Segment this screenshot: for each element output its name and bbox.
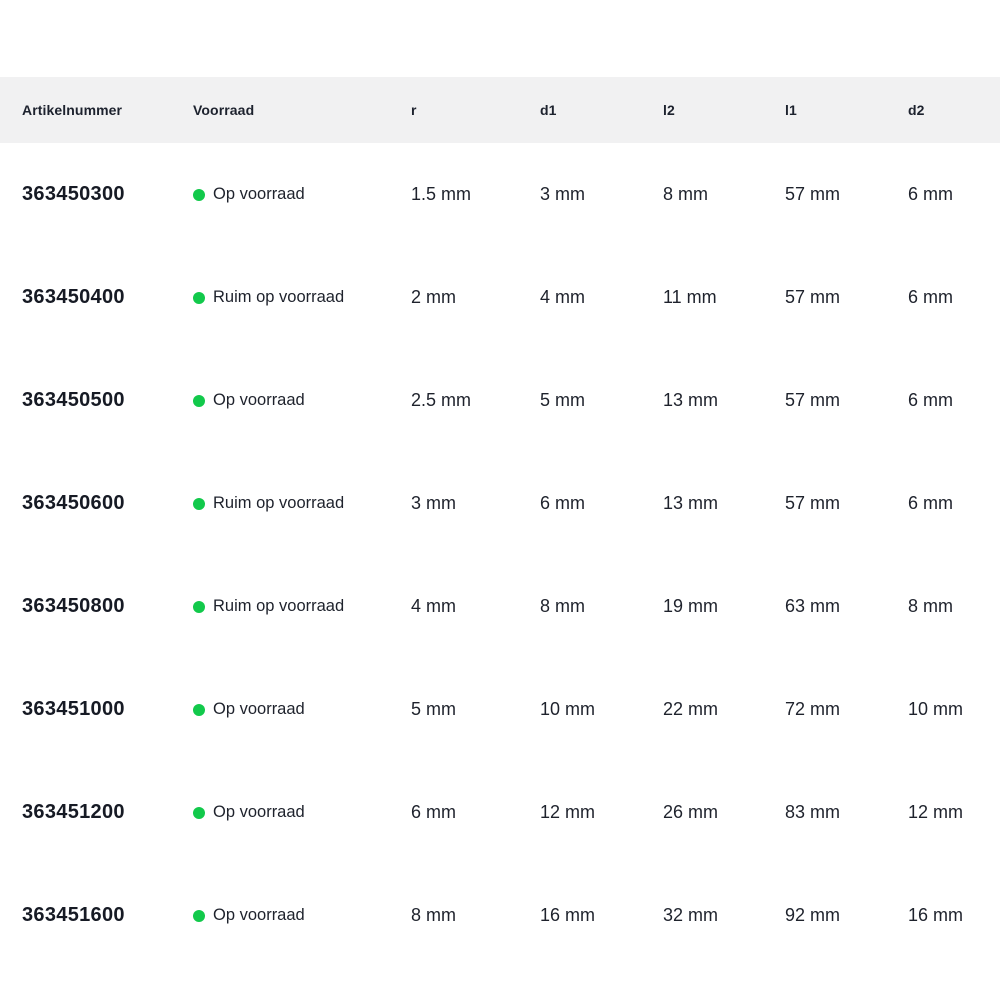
d2-cell: 10 mm	[908, 699, 964, 719]
d1-cell: 5 mm	[540, 390, 585, 410]
voorraad-cell: Op voorraad	[193, 803, 411, 822]
l1-cell: 57 mm	[785, 390, 841, 410]
table-row: 363450500 Op voorraad 2.5 mm 5 mm 13 mm …	[0, 349, 1000, 452]
artikelnummer-cell: 363450300	[22, 183, 125, 205]
in-stock-dot-icon	[193, 600, 205, 613]
l1-cell: 83 mm	[785, 802, 841, 822]
voorraad-label: Op voorraad	[213, 803, 305, 821]
r-cell: 5 mm	[411, 699, 456, 719]
d2-cell: 6 mm	[908, 287, 953, 307]
artikelnummer-cell: 363450600	[22, 492, 125, 514]
product-spec-table: Artikelnummer Voorraad r d1 l2 l1 d2 363…	[0, 77, 1000, 967]
l1-cell: 57 mm	[785, 493, 841, 513]
table-row: 363450300 Op voorraad 1.5 mm 3 mm 8 mm 5…	[0, 143, 1000, 246]
voorraad-cell: Op voorraad	[193, 700, 411, 719]
d1-cell: 4 mm	[540, 287, 585, 307]
artikelnummer-cell: 363451600	[22, 904, 125, 926]
artikelnummer-cell: 363450800	[22, 595, 125, 617]
d2-cell: 8 mm	[908, 596, 953, 616]
in-stock-dot-icon	[193, 188, 205, 201]
d1-cell: 3 mm	[540, 184, 585, 204]
table-row: 363450400 Ruim op voorraad 2 mm 4 mm 11 …	[0, 246, 1000, 349]
table-row: 363450800 Ruim op voorraad 4 mm 8 mm 19 …	[0, 555, 1000, 658]
table-row: 363451000 Op voorraad 5 mm 10 mm 22 mm 7…	[0, 658, 1000, 761]
l1-cell: 72 mm	[785, 699, 841, 719]
d1-cell: 10 mm	[540, 699, 596, 719]
in-stock-dot-icon	[193, 806, 205, 819]
voorraad-cell: Op voorraad	[193, 185, 411, 204]
d2-cell: 16 mm	[908, 905, 964, 925]
in-stock-dot-icon	[193, 394, 205, 407]
voorraad-label: Op voorraad	[213, 700, 305, 718]
voorraad-cell: Ruim op voorraad	[193, 288, 411, 307]
column-header-voorraad: Voorraad	[193, 102, 255, 118]
l2-cell: 26 mm	[663, 802, 719, 822]
d2-cell: 6 mm	[908, 390, 953, 410]
l2-cell: 13 mm	[663, 390, 719, 410]
voorraad-label: Op voorraad	[213, 185, 305, 203]
voorraad-cell: Ruim op voorraad	[193, 597, 411, 616]
l1-cell: 63 mm	[785, 596, 841, 616]
voorraad-label: Op voorraad	[213, 906, 305, 924]
column-header-l1: l1	[785, 102, 797, 118]
d1-cell: 6 mm	[540, 493, 585, 513]
column-header-r: r	[411, 102, 417, 118]
artikelnummer-cell: 363450400	[22, 286, 125, 308]
voorraad-label: Ruim op voorraad	[213, 597, 345, 615]
in-stock-dot-icon	[193, 909, 205, 922]
voorraad-cell: Op voorraad	[193, 906, 411, 925]
l2-cell: 11 mm	[663, 287, 717, 307]
voorraad-label: Ruim op voorraad	[213, 288, 345, 306]
in-stock-dot-icon	[193, 703, 205, 716]
column-header-l2: l2	[663, 102, 675, 118]
r-cell: 4 mm	[411, 596, 456, 616]
r-cell: 3 mm	[411, 493, 456, 513]
artikelnummer-cell: 363450500	[22, 389, 125, 411]
table-row: 363451600 Op voorraad 8 mm 16 mm 32 mm 9…	[0, 864, 1000, 967]
d1-cell: 8 mm	[540, 596, 585, 616]
table-header-row: Artikelnummer Voorraad r d1 l2 l1 d2	[0, 77, 1000, 143]
r-cell: 1.5 mm	[411, 184, 472, 204]
voorraad-cell: Ruim op voorraad	[193, 494, 411, 513]
artikelnummer-cell: 363451200	[22, 801, 125, 823]
r-cell: 8 mm	[411, 905, 456, 925]
in-stock-dot-icon	[193, 497, 205, 510]
column-header-d1: d1	[540, 102, 557, 118]
table-row: 363450600 Ruim op voorraad 3 mm 6 mm 13 …	[0, 452, 1000, 555]
r-cell: 2 mm	[411, 287, 456, 307]
r-cell: 6 mm	[411, 802, 456, 822]
r-cell: 2.5 mm	[411, 390, 472, 410]
d1-cell: 12 mm	[540, 802, 596, 822]
l2-cell: 13 mm	[663, 493, 719, 513]
l1-cell: 57 mm	[785, 287, 841, 307]
d1-cell: 16 mm	[540, 905, 596, 925]
l2-cell: 8 mm	[663, 184, 708, 204]
d2-cell: 6 mm	[908, 493, 953, 513]
l1-cell: 57 mm	[785, 184, 841, 204]
voorraad-cell: Op voorraad	[193, 391, 411, 410]
d2-cell: 6 mm	[908, 184, 953, 204]
l2-cell: 19 mm	[663, 596, 719, 616]
column-header-d2: d2	[908, 102, 925, 118]
voorraad-label: Ruim op voorraad	[213, 494, 345, 512]
l2-cell: 22 mm	[663, 699, 719, 719]
l1-cell: 92 mm	[785, 905, 841, 925]
d2-cell: 12 mm	[908, 802, 964, 822]
table-row: 363451200 Op voorraad 6 mm 12 mm 26 mm 8…	[0, 761, 1000, 864]
column-header-artikelnummer: Artikelnummer	[22, 102, 123, 118]
artikelnummer-cell: 363451000	[22, 698, 125, 720]
in-stock-dot-icon	[193, 291, 205, 304]
voorraad-label: Op voorraad	[213, 391, 305, 409]
l2-cell: 32 mm	[663, 905, 719, 925]
